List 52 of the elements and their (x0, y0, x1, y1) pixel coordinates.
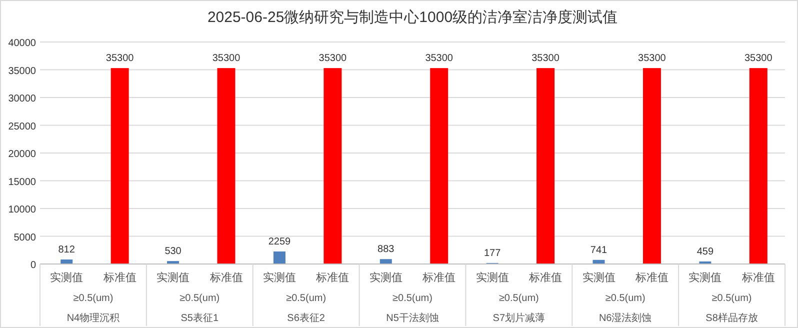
x-tick-label: N6湿法刻蚀 (598, 312, 652, 324)
text: 实测值 (369, 272, 402, 284)
data-label: 177 (484, 248, 502, 260)
text: 标准值 (422, 272, 456, 284)
series-label: 标准值 (102, 271, 136, 284)
text: 实测值 (582, 272, 616, 284)
y-tick-label: 30000 (8, 94, 36, 104)
data-label: 741 (590, 244, 608, 256)
data-label: 530 (164, 246, 182, 258)
series-label: 实测值 (50, 271, 84, 284)
x-tick-label: S6表征2 (287, 312, 326, 324)
data-label: 35300 (744, 53, 773, 64)
data-label: 2259 (268, 236, 292, 248)
text: ≥0.5(um) (286, 293, 326, 304)
data-label: 35300 (106, 53, 134, 64)
data-label: 35300 (318, 53, 348, 64)
text: 标准值 (529, 272, 562, 284)
x-tick-label: N4物理沉积 (66, 312, 120, 324)
y-tick-label: 25000 (8, 121, 36, 132)
data-label: 35300 (425, 53, 454, 64)
x-tick-label: S8样品存放 (706, 312, 758, 324)
text: ≥0.5(um) (605, 293, 646, 304)
chart-title: 2025-06-25微纳研究与制造中心1000级的洁净室洁净度测试值 (207, 9, 618, 26)
text: ≥0.5(um) (180, 293, 220, 304)
text: 实测值 (262, 272, 296, 284)
data-label: 35300 (212, 53, 241, 64)
text: 实测值 (688, 272, 722, 284)
data-label: 459 (696, 246, 714, 258)
text: ≥0.5(um) (498, 293, 539, 304)
text: ≥0.5(um) (73, 293, 114, 304)
data-label: 812 (58, 244, 76, 256)
x-tick-label: S5表征1 (180, 312, 219, 324)
text: 标准值 (316, 272, 350, 284)
y-tick-label: 5000 (14, 232, 36, 244)
text: 实测值 (156, 272, 190, 284)
text: ≥0.5(um) (712, 293, 752, 304)
y-tick-label: 40000 (8, 38, 36, 49)
text: ≥0.5(um) (392, 293, 432, 304)
text: 标准值 (742, 272, 775, 284)
y-tick-label: 15000 (8, 176, 36, 188)
text: 标准值 (635, 272, 668, 284)
x-tick-label: S7划片减薄 (492, 312, 546, 324)
data-label: 883 (378, 244, 395, 256)
text: 标准值 (210, 272, 243, 284)
x-tick-label: N5干法刻蚀 (386, 312, 439, 324)
y-tick-label: 10000 (8, 204, 36, 216)
data-label: 35300 (532, 53, 560, 64)
text: 实测值 (476, 272, 509, 284)
data-label: 35300 (638, 53, 666, 64)
y-tick-label: 0 (30, 260, 36, 271)
y-tick-label: 35000 (8, 66, 36, 77)
y-tick-label: 20000 (8, 149, 36, 160)
